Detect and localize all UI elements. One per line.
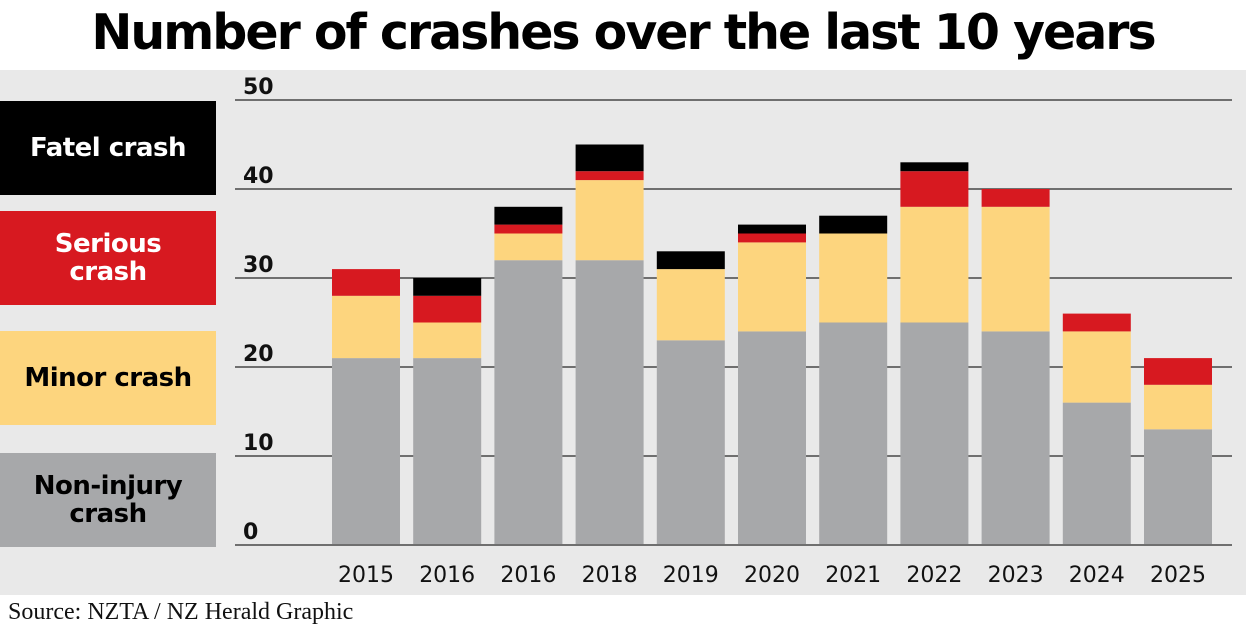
bar-segment — [981, 189, 1050, 207]
bar-segment — [981, 331, 1050, 545]
bar-segment — [738, 233, 806, 243]
bar-segment — [1144, 384, 1212, 430]
legend-minor-crash: Minor crash — [0, 331, 216, 425]
x-tick-label: 2021 — [825, 563, 881, 588]
bar-segment — [413, 278, 482, 296]
bar-segment — [575, 171, 644, 181]
legend-label-minor: Minor crash — [24, 363, 192, 393]
x-tick-label: 2016 — [419, 563, 475, 588]
bar-segment — [575, 180, 644, 261]
x-tick-label: 2020 — [744, 563, 800, 588]
x-tick-label: 2019 — [663, 563, 719, 588]
bar-segment — [575, 144, 644, 172]
y-tick-label: 10 — [243, 431, 274, 456]
x-tick-label: 2022 — [906, 563, 962, 588]
bar-segment — [413, 358, 482, 545]
x-tick-label: 2025 — [1150, 563, 1206, 588]
bar-segment — [332, 295, 400, 359]
bar-segment — [819, 215, 888, 234]
y-tick-label: 30 — [243, 253, 274, 278]
bar-segment — [413, 322, 482, 359]
x-tick-label: 2024 — [1069, 563, 1125, 588]
bar-segment — [332, 269, 400, 296]
bar-segment — [738, 224, 806, 234]
bar-segment — [900, 162, 969, 172]
bar-segment — [981, 206, 1050, 332]
bar-segment — [413, 295, 482, 323]
bar-segment — [819, 233, 888, 323]
legend-serious-crash: Serious crash — [0, 211, 216, 305]
bar-segment — [656, 340, 725, 545]
bar-segment — [1062, 331, 1131, 403]
y-tick-label: 50 — [243, 75, 274, 100]
bar-segment — [738, 331, 806, 545]
bar-segment — [656, 251, 725, 270]
bar-segment — [494, 233, 563, 261]
y-tick-label: 0 — [243, 520, 258, 545]
legend-label-non-injury: Non-injury crash — [33, 471, 183, 529]
bar-segment — [494, 224, 563, 234]
bar-segment — [494, 206, 563, 225]
legend-non-injury-crash: Non-injury crash — [0, 453, 216, 547]
legend-label-serious: Serious crash — [54, 229, 162, 287]
bar-segment — [900, 171, 969, 207]
bar-segment — [332, 358, 400, 545]
bar-segment — [738, 242, 806, 332]
legend-label-fatal: Fatel crash — [29, 133, 187, 163]
x-tick-label: 2018 — [582, 563, 638, 588]
bar-segment — [575, 260, 644, 545]
bar-segment — [819, 322, 888, 545]
y-tick-label: 40 — [243, 164, 274, 189]
bar-segment — [1144, 358, 1212, 385]
chart-title: Number of crashes over the last 10 years — [91, 4, 1156, 61]
bar-segment — [656, 269, 725, 341]
y-tick-label: 20 — [243, 342, 274, 367]
bar-segment — [900, 206, 969, 323]
x-tick-label: 2023 — [988, 563, 1044, 588]
bar-segment — [1062, 402, 1131, 545]
bar-segment — [494, 260, 563, 545]
bar-segment — [900, 322, 969, 545]
x-tick-label: 2016 — [500, 563, 556, 588]
x-tick-label: 2015 — [338, 563, 394, 588]
bar-segment — [1062, 313, 1131, 332]
legend-fatal-crash: Fatel crash — [0, 101, 216, 195]
bar-segment — [1144, 429, 1212, 545]
source-credit: Source: NZTA / NZ Herald Graphic — [8, 599, 354, 625]
